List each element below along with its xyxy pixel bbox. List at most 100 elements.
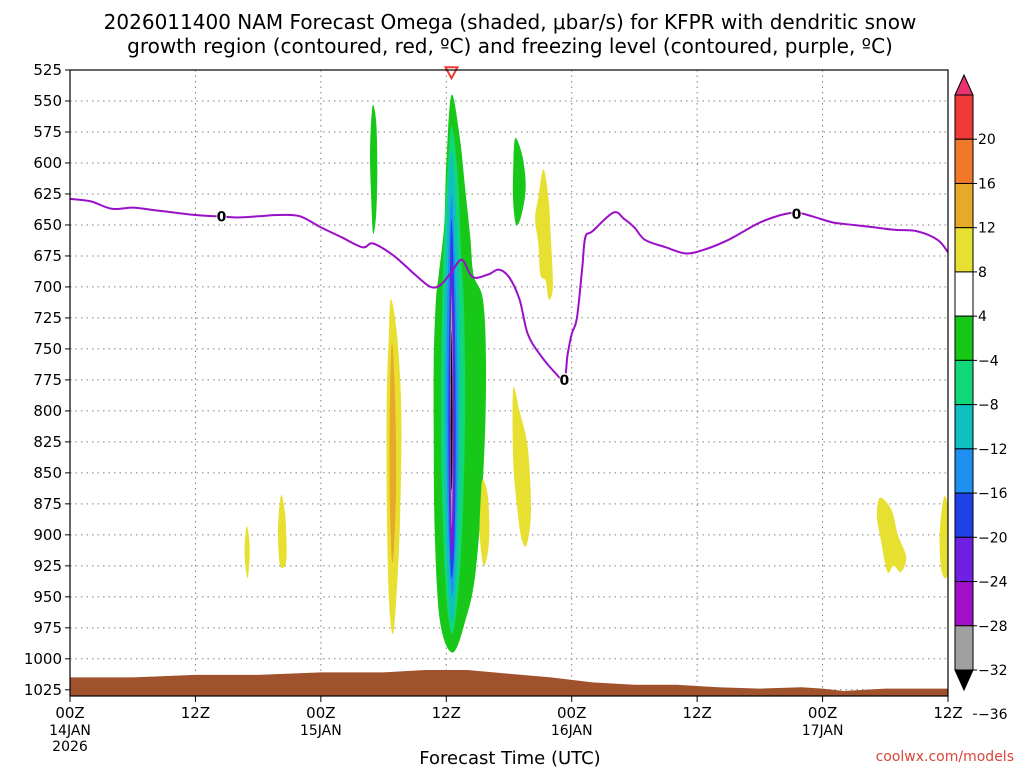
plot-frame (69, 69, 949, 697)
x-date-label: 17JAN (802, 723, 844, 739)
y-tick-label: 625 (33, 185, 62, 203)
colorbar-box (954, 138, 974, 184)
y-axis: 525 550 575 600 625 650 675 700 725 750 775 800 825 8… (24, 61, 70, 699)
freezing-level-label: 0 (560, 373, 570, 389)
y-tick-label: 850 (33, 464, 62, 482)
credit-text: coolwx.com/models (876, 749, 1014, 765)
y-tick-label: 675 (33, 247, 62, 265)
colorbar-label: −24 (978, 575, 1008, 591)
y-tick-label: 875 (33, 495, 62, 513)
y-tick-label: 975 (33, 619, 62, 637)
y-tick-label: 575 (33, 123, 62, 141)
freezing-level-layer: 0 0 0 (70, 197, 948, 389)
y-tick-label: 775 (33, 371, 62, 389)
x-date-label: 14JAN (49, 723, 91, 739)
colorbar-label: 4 (978, 309, 987, 325)
colorbar-label: −36 (978, 707, 1008, 723)
colorbar-top-arrow (954, 73, 974, 96)
freezing-level-line (70, 197, 948, 382)
x-tick-label: 00Z (808, 704, 837, 722)
colorbar-box (954, 404, 974, 450)
colorbar-label: −28 (978, 619, 1008, 635)
colorbar-label: −32 (978, 663, 1008, 679)
y-tick-label: 600 (33, 154, 62, 172)
freezing-level-label-bg (791, 206, 802, 221)
dgz-marker-layer (443, 66, 460, 81)
y-tick-label: 925 (33, 557, 62, 575)
omega-area (535, 169, 553, 300)
omega-shading (244, 94, 948, 653)
omega-area (939, 496, 948, 579)
colorbar-label: −12 (978, 442, 1008, 458)
colorbar-label: 12 (978, 221, 996, 237)
y-tick-label: 700 (33, 278, 62, 296)
x-date-label: 16JAN (551, 723, 593, 739)
omega-area (479, 479, 490, 566)
y-tick-label: 800 (33, 402, 62, 420)
colorbar-box (954, 359, 974, 406)
omega-area (277, 494, 287, 569)
freezing-level-label: 0 (217, 209, 227, 225)
terrain-layer (70, 670, 948, 696)
colorbar-bottom-arrow (954, 669, 974, 692)
plot-area: 0 0 0 (70, 70, 948, 696)
freezing-level-label-bg (216, 209, 227, 224)
title-line-2: growth region (contoured, red, ºC) and f… (127, 34, 893, 58)
x-tick-label: 12Z (933, 704, 962, 722)
colorbar-legend: 20 16 12 8 4 −4 −8 −12 −16 −20 −24 −28 −32 −36 (954, 73, 1008, 723)
colorbar-box (954, 581, 974, 627)
x-tick-label: 12Z (432, 704, 461, 722)
y-tick-label: 825 (33, 433, 62, 451)
x-tick-label: 00Z (557, 704, 586, 722)
freezing-level-label-bg (559, 372, 570, 387)
colorbar-box (954, 492, 974, 538)
colorbar-label: −4 (978, 353, 999, 369)
chart-title: 2026011400 NAM Forecast Omega (shaded, μ… (104, 10, 917, 58)
x-tick-label: 12Z (682, 704, 711, 722)
y-tick-label: 650 (33, 216, 62, 234)
omega-area (389, 342, 397, 563)
omega-area (370, 104, 378, 235)
omega-area (512, 137, 526, 226)
colorbar-box (954, 227, 974, 273)
colorbar-box (954, 536, 974, 583)
freezing-level-label: 0 (792, 207, 802, 223)
y-tick-label: 1025 (24, 681, 62, 699)
y-tick-label: 525 (33, 61, 62, 79)
omega-area (244, 526, 250, 579)
colorbar-box (954, 271, 974, 317)
x-tick-label: 00Z (306, 704, 335, 722)
colorbar-box (954, 625, 974, 671)
x-axis-label: Forecast Time (UTC) (419, 748, 600, 768)
omega-area (450, 329, 453, 491)
y-tick-label: 900 (33, 526, 62, 544)
dgz-contour-marker (443, 66, 460, 81)
x-year-label: 2026 (52, 739, 88, 755)
x-tick-label: 00Z (55, 704, 84, 722)
colorbar-box (954, 315, 974, 361)
y-tick-label: 1000 (24, 650, 62, 668)
colorbar-label: −20 (978, 530, 1008, 546)
colorbar-box (954, 94, 974, 140)
title-line-1: 2026011400 NAM Forecast Omega (shaded, μ… (104, 10, 917, 34)
colorbar-box (954, 182, 974, 229)
colorbar-label: −16 (978, 486, 1008, 502)
colorbar-label: 20 (978, 132, 996, 148)
omega-area (876, 497, 907, 573)
x-date-label: 15JAN (300, 723, 342, 739)
colorbar-label: 8 (978, 265, 987, 281)
colorbar-label: 16 (978, 176, 996, 192)
omega-area (512, 386, 532, 547)
grid-lines (70, 70, 948, 696)
y-tick-label: 550 (33, 92, 62, 110)
y-tick-label: 950 (33, 588, 62, 606)
colorbar-label: −8 (978, 398, 999, 414)
x-tick-label: 12Z (181, 704, 210, 722)
terrain-fill (70, 670, 948, 696)
y-tick-label: 725 (33, 309, 62, 327)
y-tick-label: 750 (33, 340, 62, 358)
colorbar-box (954, 448, 974, 494)
